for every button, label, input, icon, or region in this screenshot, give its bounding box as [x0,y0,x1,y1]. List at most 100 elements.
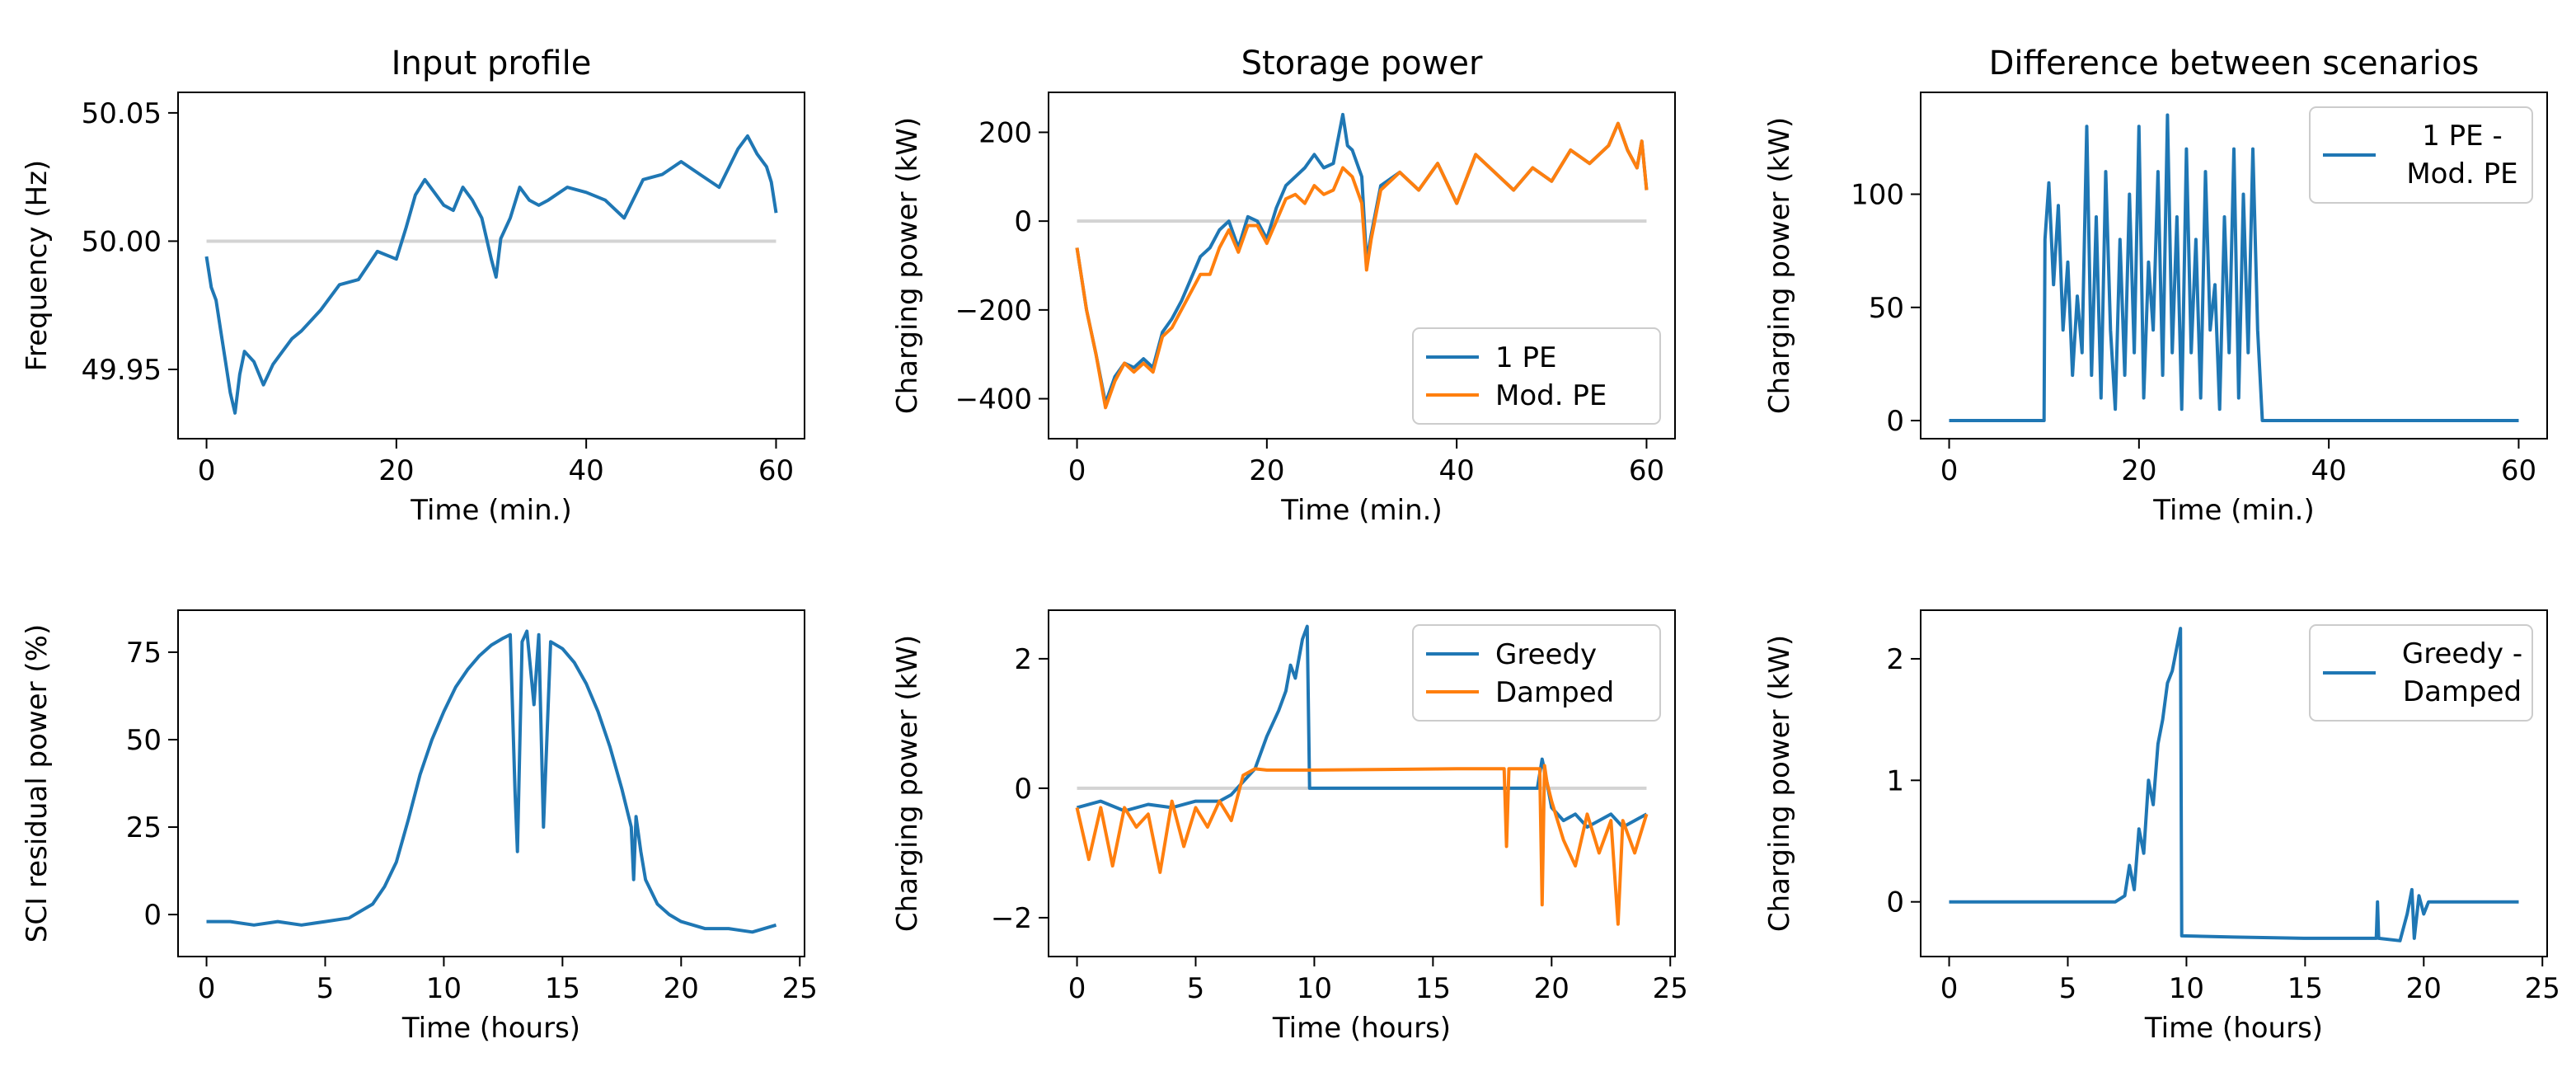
x-tick-label: 15 [1415,972,1451,1005]
x-tick-label: 40 [1439,454,1475,487]
legend-label: 1 PE - [2422,120,2503,153]
x-axis-label: Time (min.) [410,494,571,527]
y-tick-label: 75 [126,637,162,670]
series-line-2 [1075,764,1649,926]
y-tick-label: 100 [1851,179,1904,212]
axes-frame [1048,609,1676,957]
x-tick-label: 0 [1068,972,1086,1005]
axes-frame [177,609,805,957]
y-tick-label: 0 [1014,773,1032,806]
x-tick-label: 15 [2287,972,2323,1005]
series-line-2 [1075,121,1649,410]
series-line-1 [1949,627,2519,943]
y-tick-label: 50.05 [82,97,162,130]
x-tick-label: 40 [569,454,604,487]
axes-frame [1920,92,2548,440]
x-axis-label: Time (hours) [401,1012,580,1045]
x-tick-label: 0 [198,454,216,487]
axes-frame [177,92,805,440]
y-axis-label: Charging power (kW) [891,117,924,414]
legend: 1 PE - Mod. PE [2309,106,2533,204]
y-tick-label: 49.95 [82,354,162,387]
y-tick-label: 50 [126,724,162,757]
x-axis-label: Time (hours) [1272,1012,1451,1045]
y-axis-label: Charging power (kW) [1763,635,1796,932]
legend-frame [1412,624,1661,722]
x-tick-label: 60 [758,454,794,487]
x-tick-label: 25 [782,972,818,1005]
series-line-1 [204,134,778,415]
legend: 1 PE Mod. PE [1412,327,1661,425]
axes-frame [1920,609,2548,957]
x-tick-label: 5 [2059,972,2077,1005]
legend-frame [2309,106,2533,204]
y-tick-label: −400 [955,383,1032,416]
x-tick-label: 25 [1653,972,1688,1005]
y-tick-label: 25 [126,811,162,844]
x-tick-label: 15 [545,972,580,1005]
x-tick-label: 10 [1297,972,1332,1005]
y-tick-label: 2 [1886,643,1904,676]
x-tick-label: 0 [198,972,216,1005]
x-tick-label: 20 [664,972,699,1005]
plot-p1: 0 20 40 60 49.95 50.00 50.05 Input profile Time … [21,45,805,527]
plot-p2: 0 20 40 60 −400 −200 0 200 Storage power Time (mi… [891,45,1676,527]
y-axis-label: Charging power (kW) [1763,117,1796,414]
y-tick-label: 50 [1869,292,1904,325]
y-tick-label: 0 [1014,205,1032,238]
chart-title: Storage power [1241,45,1483,82]
y-axis-label: Charging power (kW) [891,635,924,932]
y-tick-label: 0 [143,899,162,932]
legend-label: Greedy - [2402,637,2522,670]
x-tick-label: 40 [2311,454,2347,487]
y-tick-label: 1 [1886,764,1904,797]
y-tick-label: 0 [1886,886,1904,919]
series-line-1 [1076,624,1648,829]
y-tick-label: −200 [955,294,1032,327]
y-axis-label: SCI residual power (%) [21,624,54,943]
legend: Greedy - Damped [2309,624,2533,722]
x-tick-label: 0 [1940,972,1959,1005]
plot-p6: 0 5 10 15 20 25 0 1 2 Time (hours) Charging power … [1763,609,2560,1045]
y-tick-label: 0 [1886,405,1904,438]
x-tick-label: 20 [2121,454,2156,487]
x-tick-label: 60 [1629,454,1664,487]
y-tick-label: 50.00 [82,225,162,258]
legend: Greedy Damped [1412,624,1661,722]
axes-frame [1048,92,1676,440]
x-tick-label: 5 [317,972,335,1005]
legend-label: 1 PE [1495,341,1556,374]
x-tick-label: 10 [426,972,462,1005]
legend-label: Mod. PE [1495,379,1607,412]
y-tick-label: −2 [991,902,1032,935]
x-tick-label: 20 [2406,972,2442,1005]
x-tick-label: 25 [2525,972,2560,1005]
x-axis-label: Time (min.) [2152,494,2314,527]
x-tick-label: 10 [2169,972,2204,1005]
x-tick-label: 20 [1249,454,1284,487]
plot-p4: 0 5 10 15 20 25 0 25 50 75 Time (hours) SCI residua… [21,609,818,1045]
x-tick-label: 0 [1940,454,1959,487]
chart-title: Input profile [392,45,592,82]
legend-frame [1412,327,1661,425]
y-tick-label: 2 [1014,643,1032,676]
chart-title: Difference between scenarios [1989,45,2480,82]
legend-frame [2309,624,2533,722]
series-line-1 [1949,113,2519,422]
legend-label: Damped [1495,676,1614,709]
series-line-1 [206,629,777,934]
legend-label: Damped [2403,675,2522,708]
x-axis-label: Time (hours) [2144,1012,2323,1045]
x-tick-label: 20 [378,454,414,487]
y-tick-label: 200 [978,116,1032,149]
plot-p5: 0 5 10 15 20 25 −2 0 2 Time (hours) Charging power… [891,609,1688,1045]
y-axis-label: Frequency (Hz) [21,160,54,371]
x-tick-label: 5 [1187,972,1205,1005]
legend-label: Greedy [1495,638,1597,671]
x-tick-label: 0 [1068,454,1086,487]
x-axis-label: Time (min.) [1280,494,1442,527]
plot-p3: 0 20 40 60 0 50 100 Difference between scenario… [1763,45,2548,527]
legend-label: Mod. PE [2406,157,2517,190]
x-tick-label: 20 [1534,972,1570,1005]
